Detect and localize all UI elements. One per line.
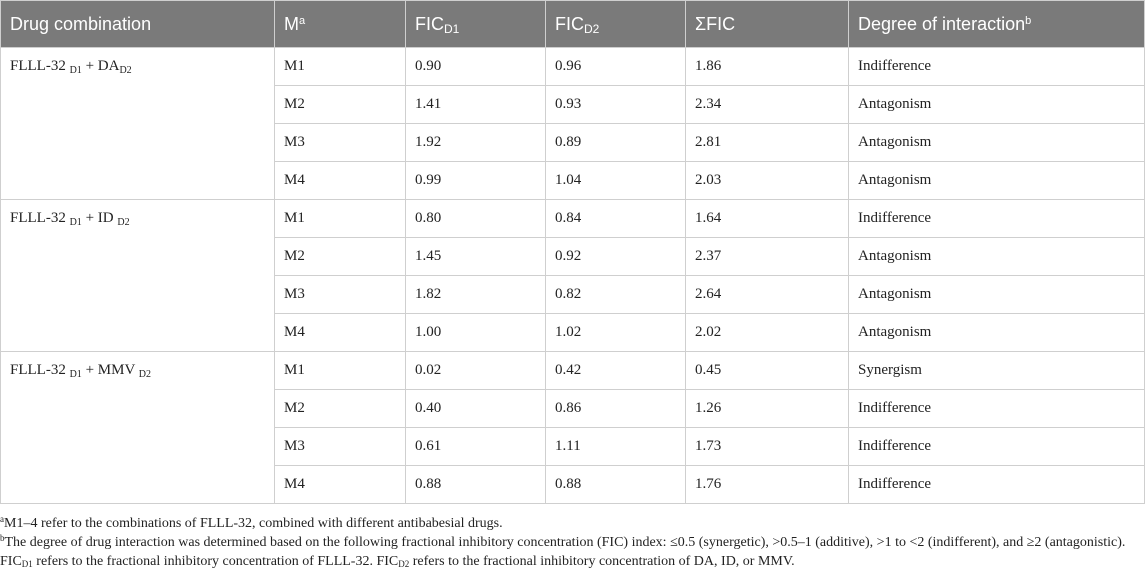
fic-d2-cell: 0.96 <box>545 47 686 86</box>
m-cell: M1 <box>274 351 406 390</box>
m-cell: M4 <box>274 313 406 352</box>
fic-d1-cell: 0.99 <box>405 161 546 200</box>
header-m: Ma <box>274 0 406 48</box>
m-cell: M4 <box>274 465 406 504</box>
header-fic-d1: FICD1 <box>405 0 546 48</box>
table-row: M4 1.00 1.02 2.02 Antagonism <box>1 313 1145 352</box>
fic-d1-cell: 0.40 <box>405 389 546 428</box>
m-cell: M3 <box>274 427 406 466</box>
header-degree-of-interaction: Degree of interactionb <box>848 0 1145 48</box>
table-row: FLLL-32 D1 + MMV D2 M1 0.02 0.42 0.45 Synergi… <box>0 351 1145 504</box>
degree-cell: Antagonism <box>848 85 1145 124</box>
drug-combination-cell: FLLL-32 D1 + MMV D2 <box>0 351 275 504</box>
table-row: M3 1.82 0.82 2.64 Antagonism <box>1 275 1145 314</box>
m-cell: M4 <box>274 161 406 200</box>
table-row: FLLL-32 D1 + DAD2 M1 0.90 0.96 1.86 Indiffere… <box>0 47 1145 200</box>
degree-cell: Antagonism <box>848 161 1145 200</box>
fic-d1-cell: 0.88 <box>405 465 546 504</box>
fic-d1-cell: 1.92 <box>405 123 546 162</box>
header-drug-combination: Drug combination <box>0 0 275 48</box>
sum-fic-cell: 2.64 <box>685 275 849 314</box>
sum-fic-cell: 0.45 <box>685 351 849 390</box>
table-row: M2 1.41 0.93 2.34 Antagonism <box>1 85 1145 124</box>
fic-d2-cell: 0.86 <box>545 389 686 428</box>
drug-combination-cell: FLLL-32 D1 + ID D2 <box>0 199 275 352</box>
fic-d2-cell: 0.89 <box>545 123 686 162</box>
fic-d1-cell: 0.90 <box>405 47 546 86</box>
header-row: Drug combination Ma FICD1 FICD2 ΣFIC Deg… <box>0 0 1145 48</box>
fic-d1-cell: 1.45 <box>405 237 546 276</box>
footnote-b: bThe degree of drug interaction was dete… <box>0 533 1126 570</box>
sum-fic-cell: 1.73 <box>685 427 849 466</box>
sum-fic-cell: 2.03 <box>685 161 849 200</box>
fic-d1-cell: 0.61 <box>405 427 546 466</box>
degree-cell: Indifference <box>848 199 1145 238</box>
degree-cell: Indifference <box>848 427 1145 466</box>
fic-d1-cell: 0.80 <box>405 199 546 238</box>
sum-fic-cell: 2.81 <box>685 123 849 162</box>
header-fic-d2: FICD2 <box>545 0 686 48</box>
table-row: M4 0.99 1.04 2.03 Antagonism <box>1 161 1145 200</box>
m-cell: M2 <box>274 237 406 276</box>
fic-d2-cell: 1.11 <box>545 427 686 466</box>
sum-fic-cell: 2.02 <box>685 313 849 352</box>
degree-cell: Synergism <box>848 351 1145 390</box>
degree-cell: Antagonism <box>848 123 1145 162</box>
fic-d2-cell: 0.88 <box>545 465 686 504</box>
table-row: M2 1.45 0.92 2.37 Antagonism <box>1 237 1145 276</box>
sum-fic-cell: 2.34 <box>685 85 849 124</box>
degree-cell: Antagonism <box>848 275 1145 314</box>
m-cell: M2 <box>274 85 406 124</box>
table-row: FLLL-32 D1 + ID D2 M1 0.80 0.84 1.64 Indiffer… <box>0 199 1145 352</box>
sum-fic-cell: 1.86 <box>685 47 849 86</box>
degree-cell: Indifference <box>848 465 1145 504</box>
interaction-table-container: Drug combination Ma FICD1 FICD2 ΣFIC Deg… <box>0 0 1145 504</box>
table-row: M4 0.88 0.88 1.76 Indifference <box>1 465 1145 504</box>
fic-d2-cell: 0.93 <box>545 85 686 124</box>
fic-d2-cell: 0.84 <box>545 199 686 238</box>
fic-d2-cell: 0.92 <box>545 237 686 276</box>
fic-d1-cell: 1.00 <box>405 313 546 352</box>
drug-combination-cell: FLLL-32 D1 + DAD2 <box>0 47 275 200</box>
sum-fic-cell: 1.26 <box>685 389 849 428</box>
degree-cell: Indifference <box>848 47 1145 86</box>
drug-interaction-table: Drug combination Ma FICD1 FICD2 ΣFIC Deg… <box>0 0 1145 504</box>
table-footnotes: aM1–4 refer to the combinations of FLLL-… <box>0 514 1140 571</box>
footnote-a: aM1–4 refer to the combinations of FLLL-… <box>0 514 503 532</box>
m-cell: M3 <box>274 275 406 314</box>
table-row: M3 1.92 0.89 2.81 Antagonism <box>1 123 1145 162</box>
degree-cell: Antagonism <box>848 313 1145 352</box>
fic-d2-cell: 1.04 <box>545 161 686 200</box>
m-cell: M2 <box>274 389 406 428</box>
sum-fic-cell: 2.37 <box>685 237 849 276</box>
fic-d2-cell: 1.02 <box>545 313 686 352</box>
sum-fic-cell: 1.64 <box>685 199 849 238</box>
degree-cell: Antagonism <box>848 237 1145 276</box>
fic-d1-cell: 0.02 <box>405 351 546 390</box>
m-cell: M1 <box>274 199 406 238</box>
fic-d2-cell: 0.82 <box>545 275 686 314</box>
degree-cell: Indifference <box>848 389 1145 428</box>
sum-fic-cell: 1.76 <box>685 465 849 504</box>
fic-d2-cell: 0.42 <box>545 351 686 390</box>
m-cell: M1 <box>274 47 406 86</box>
m-cell: M3 <box>274 123 406 162</box>
fic-d1-cell: 1.82 <box>405 275 546 314</box>
fic-d1-cell: 1.41 <box>405 85 546 124</box>
table-row: M3 0.61 1.11 1.73 Indifference <box>1 427 1145 466</box>
header-sum-fic: ΣFIC <box>685 0 849 48</box>
